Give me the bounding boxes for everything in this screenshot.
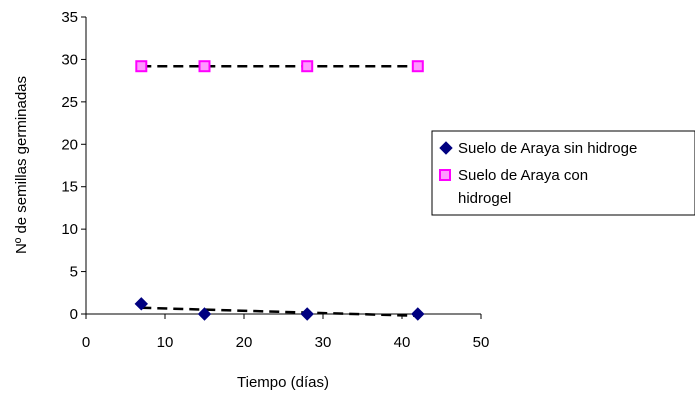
y-tick-label: 30 [61,51,78,68]
x-tick-label: 30 [315,334,332,351]
legend-label-sin-hidrogel: Suelo de Araya sin hidroge [458,140,637,157]
x-tick-label: 50 [473,334,490,351]
y-tick-label: 5 [70,264,78,281]
square-point [135,60,148,73]
trendlines [141,64,418,318]
points [134,60,425,321]
diamond-point [197,307,212,321]
y-tick-label: 35 [61,9,78,26]
x-axis-title: Tiempo (días) [237,374,329,391]
y-tick-label: 15 [61,179,78,196]
legend: Suelo de Araya sin hidroge Suelo de Aray… [431,130,695,216]
x-tick-label: 40 [394,334,411,351]
legend-label-con-hidrogel-line1: Suelo de Araya con [458,167,588,184]
square-marker-icon [439,169,451,181]
legend-label-con-hidrogel-line2: hidrogel [458,190,511,207]
diamond-marker-icon [439,141,453,155]
square-point [411,60,424,73]
diamond-point [300,307,314,321]
legend-item-con-hidrogel: Suelo de Araya con hidrogel [439,167,588,207]
y-axis-title: Nº de semillas germinadas [13,76,30,254]
trendline-series-0 [141,306,418,318]
diamond-point [411,307,425,321]
legend-item-sin-hidrogel: Suelo de Araya sin hidroge [439,140,637,157]
legend-box [431,130,695,216]
y-tick-label: 25 [61,94,78,111]
square-point [301,60,314,73]
diamond-point [134,297,149,311]
square-point [198,60,211,73]
x-tick-label: 0 [82,334,90,351]
y-tick-label: 20 [61,136,78,153]
y-tick-label: 0 [70,306,78,323]
x-tick-label: 20 [236,334,253,351]
y-tick-label: 10 [61,221,78,238]
ticks: 0 5 10 15 20 25 30 35 0 10 20 30 40 50 [61,9,489,351]
x-tick-label: 10 [157,334,174,351]
